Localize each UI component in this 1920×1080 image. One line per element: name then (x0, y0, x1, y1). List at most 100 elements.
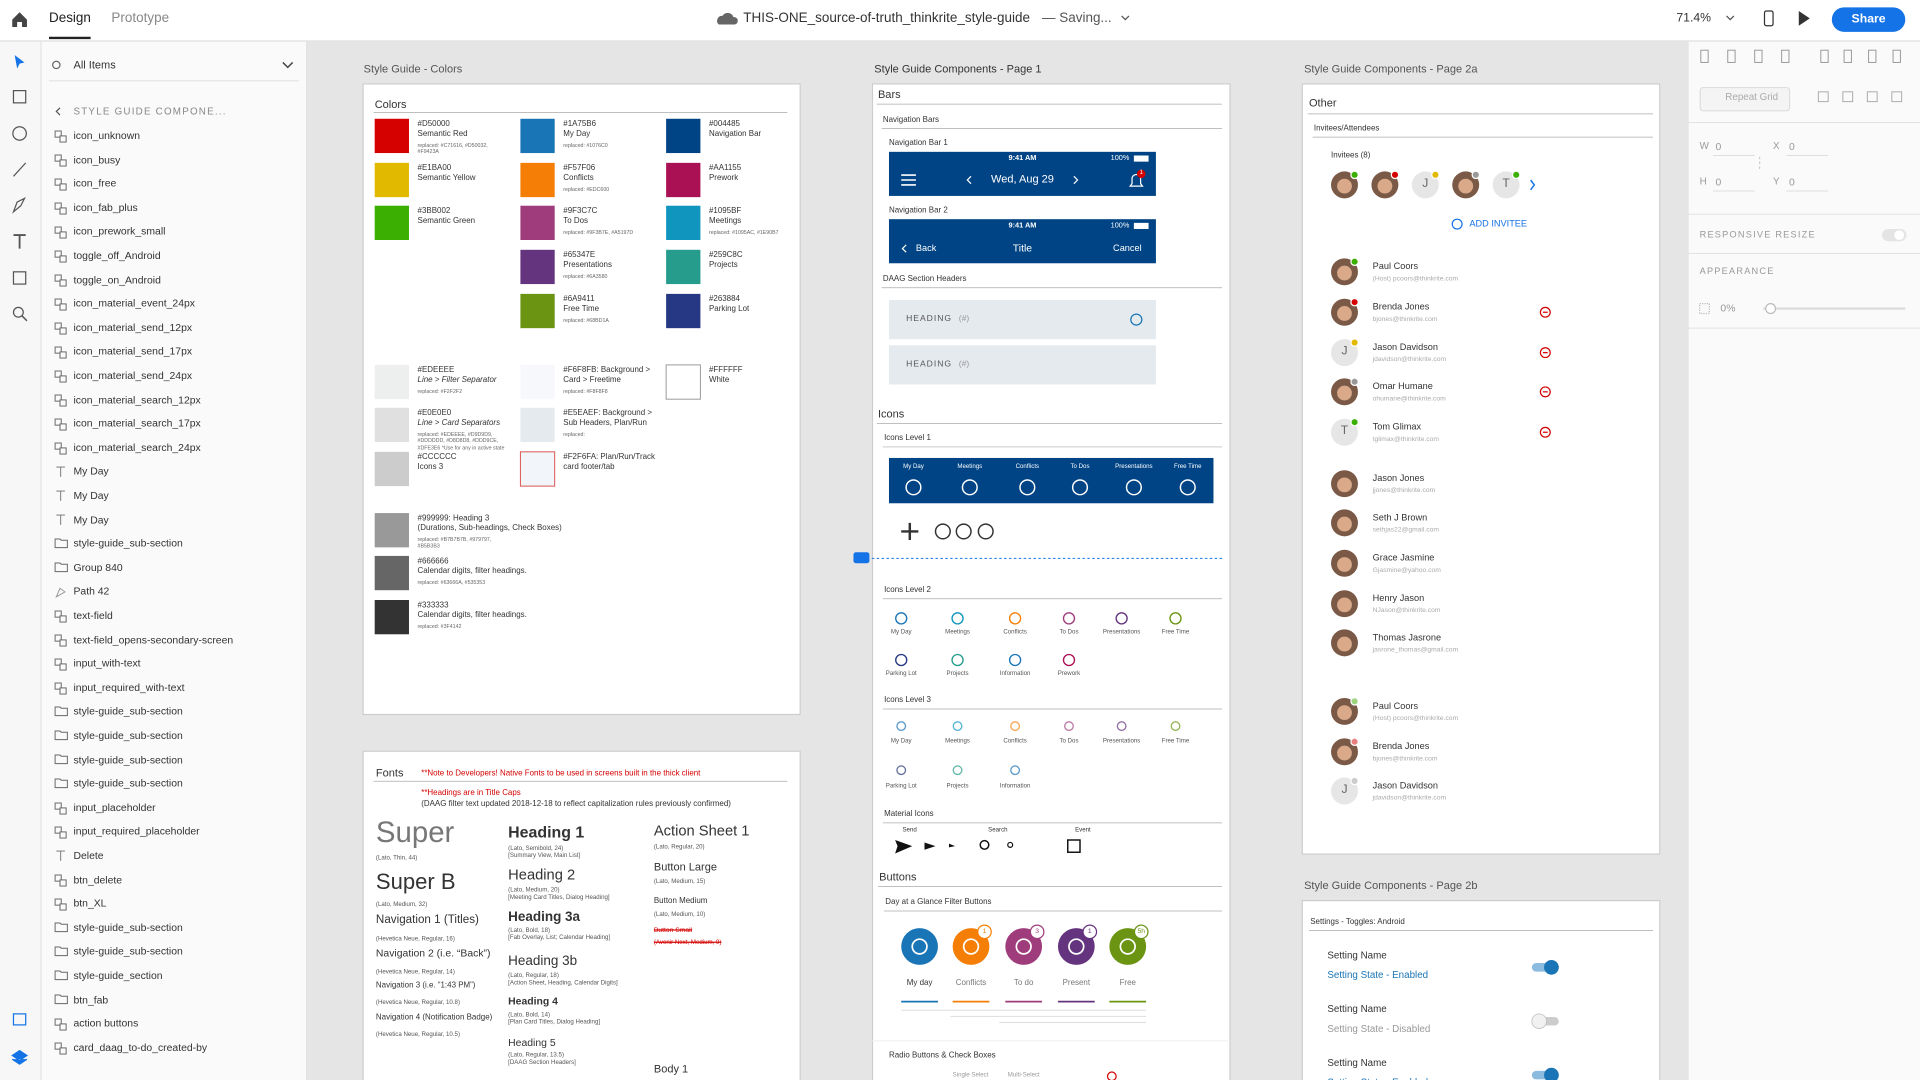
person-name: Thomas Jasrone (1372, 631, 1442, 643)
artboard-page1 (871, 83, 1231, 1080)
field-value[interactable]: 0 (1715, 139, 1722, 153)
layer-item[interactable]: btn_XL (73, 896, 107, 910)
artboard-title: Style Guide Components - Page 1 (874, 62, 1042, 75)
swatch-code: #999999: Heading 3 (417, 514, 490, 523)
person-name: Seth J Brown (1372, 511, 1428, 523)
add-invitee[interactable]: ADD INVITEE (1469, 217, 1528, 229)
layer-item[interactable]: Delete (73, 848, 104, 862)
layer-item[interactable]: icon_material_search_17px (73, 416, 201, 430)
share-button[interactable] (1831, 7, 1906, 32)
filter-label[interactable]: Free (1119, 978, 1136, 988)
font-spec: (Lato, Medium, 10) (653, 911, 706, 919)
person-email: Gjasmine@yahoo.com (1372, 566, 1441, 575)
layer-item[interactable]: icon_prework_small (73, 224, 166, 238)
layer-item[interactable]: btn_fab (73, 992, 109, 1006)
layer-item[interactable]: My Day (73, 488, 109, 502)
field-value[interactable]: 0 (1788, 175, 1795, 188)
layer-item[interactable]: icon_material_search_24px (73, 440, 201, 454)
layer-item[interactable]: icon_material_search_12px (73, 392, 201, 406)
swatch-code: #D50000 (417, 120, 450, 129)
swatch-label: Sub Headers, Plan/Run (563, 418, 647, 428)
layer-item[interactable]: text-field_opens-secondary-screen (73, 632, 234, 646)
layer-item[interactable]: style-guide_sub-section (73, 704, 183, 718)
person-email: jjones@thinkrite.com (1372, 487, 1436, 495)
layer-item[interactable]: style-guide_sub-section (73, 920, 183, 934)
component-label: Radio Buttons & Check Boxes (888, 1051, 996, 1060)
swatch-label: card footer/tab (563, 462, 615, 472)
layer-item[interactable]: My Day (73, 512, 109, 526)
layer-item[interactable]: icon_material_event_24px (73, 296, 195, 310)
swatch-label: White (708, 375, 730, 385)
layer-item[interactable]: style-guide_sub-section (73, 752, 183, 766)
swatch-code: #EDEEEE (417, 366, 455, 375)
layer-item[interactable]: action buttons (73, 1016, 139, 1030)
swatch-code: #E5EAEF: Background > (563, 408, 652, 418)
dev-note: (DAAG filter text updated 2018-12-18 to … (421, 800, 731, 809)
nav-back[interactable]: Back (915, 242, 937, 254)
layer-item[interactable]: style-guide_sub-section (73, 728, 183, 742)
badge-text: 5h (1137, 928, 1145, 936)
layer-item[interactable]: text-field (73, 608, 113, 622)
tab[interactable]: Design (48, 10, 91, 26)
swatch-label: Line > Filter Separator (417, 375, 497, 385)
section-heading: Other (1308, 96, 1337, 110)
swatch-code: #666666 (417, 557, 449, 566)
layer-item[interactable]: icon_material_send_12px (73, 320, 193, 334)
search-field[interactable]: All Items (73, 58, 116, 72)
share-label[interactable]: Share (1851, 12, 1886, 27)
nav-cancel[interactable]: Cancel (1113, 242, 1142, 254)
field-value[interactable]: 0 (1715, 175, 1722, 188)
section-heading: Fonts (375, 766, 404, 779)
opacity-value[interactable]: 0% (1720, 301, 1736, 314)
repeat-grid-label[interactable]: Repeat Grid (1725, 91, 1779, 103)
save-status: — Saving... (1042, 10, 1112, 26)
layer-item[interactable]: style-guide_sub-section (73, 944, 183, 958)
layer-item[interactable]: icon_fab_plus (73, 200, 138, 214)
person-email: NJason@thinkrite.com (1372, 607, 1441, 615)
layer-item[interactable]: toggle_on_Android (73, 272, 161, 286)
layer-item[interactable]: input_required_with-text (73, 680, 185, 694)
layer-item[interactable]: icon_unknown (73, 128, 141, 142)
layer-item[interactable]: Group 840 (73, 560, 123, 574)
swatch-note: replaced: #F8F8F8 (563, 388, 608, 395)
layer-item[interactable]: icon_material_send_24px (73, 368, 193, 382)
layer-item[interactable]: icon_busy (73, 152, 121, 166)
font-sample: Navigation 2 (i.e. “Back”) (375, 946, 491, 960)
repeat-grid-button[interactable] (1699, 86, 1791, 112)
layer-item[interactable]: btn_delete (73, 872, 123, 886)
layer-item[interactable]: input_required_placeholder (73, 824, 200, 838)
layer-item[interactable]: icon_free (73, 176, 117, 190)
field-label: Y (1773, 175, 1780, 187)
badge-text: 3 (1035, 928, 1040, 936)
layer-item[interactable]: Path 42 (73, 584, 110, 598)
layer-item[interactable]: card_daag_to-do_created-by (73, 1040, 208, 1054)
layer-item[interactable]: input_with-text (73, 656, 141, 670)
section-heading: Colors (374, 98, 407, 111)
layer-item[interactable]: style-guide_section (73, 968, 163, 982)
layer-item[interactable]: toggle_off_Android (73, 248, 161, 262)
layer-item[interactable]: input_placeholder (73, 800, 156, 814)
font-sample: Button Medium (653, 896, 708, 906)
swatch-label: Icons 3 (417, 462, 444, 472)
filter-label[interactable]: To do (1013, 978, 1034, 988)
section-heading: Buttons (879, 870, 917, 883)
person-name: Tom Glimax (1372, 421, 1422, 433)
person-email: sethjas22@gmail.com (1372, 526, 1440, 534)
icon-label: Conflicts (1015, 463, 1040, 471)
icon-label: Parking Lot (885, 782, 917, 791)
swatch-note: replaced: #B7B7B7B, #979797, #B5B3B3 (417, 536, 492, 550)
layer-item[interactable]: icon_material_send_17px (73, 344, 193, 358)
filter-label[interactable]: Present (1062, 978, 1091, 988)
layer-item[interactable]: style-guide_sub-section (73, 536, 183, 550)
layer-item[interactable]: My Day (73, 464, 109, 478)
field-value[interactable]: 0 (1788, 139, 1795, 153)
swatch-note: replaced: #1095AC, #1E90B7 (708, 228, 779, 236)
tab[interactable]: Prototype (111, 10, 170, 26)
component-label: Settings - Toggles: Android (1310, 917, 1405, 927)
swatch-code: #FFFFFF (708, 366, 743, 375)
layer-item[interactable]: style-guide_sub-section (73, 776, 183, 790)
filter-label[interactable]: My day (906, 978, 933, 988)
person-name: Jason Davidson (1372, 341, 1439, 353)
filter-label[interactable]: Conflicts (955, 978, 987, 988)
person-email: bjones@thinkrite.com (1372, 315, 1438, 324)
